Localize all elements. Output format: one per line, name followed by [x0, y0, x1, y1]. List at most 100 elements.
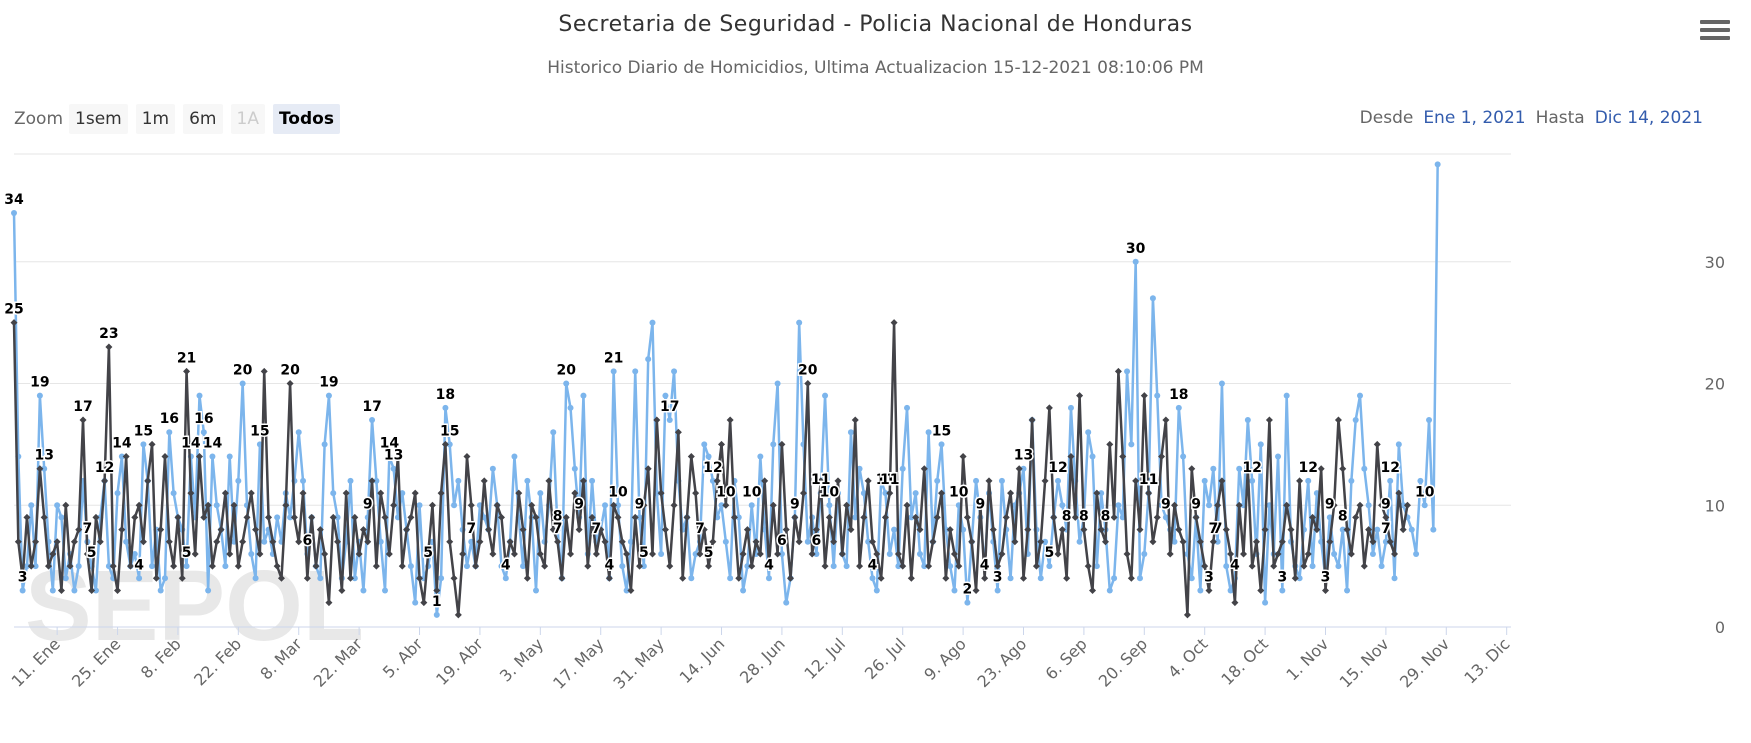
data-point[interactable] [66, 562, 74, 570]
data-point[interactable] [709, 538, 717, 546]
data-point[interactable] [497, 513, 505, 521]
data-point[interactable] [1365, 502, 1372, 509]
data-point[interactable] [454, 611, 462, 619]
data-point[interactable] [10, 319, 18, 327]
data-point[interactable] [1399, 526, 1407, 534]
data-point[interactable] [1093, 489, 1101, 497]
data-point[interactable] [1257, 586, 1265, 594]
data-point[interactable] [1218, 477, 1226, 485]
data-point[interactable] [36, 392, 43, 399]
data-point[interactable] [796, 319, 803, 326]
data-point[interactable] [1313, 526, 1321, 534]
data-point[interactable] [1378, 501, 1386, 509]
data-point[interactable] [1141, 550, 1148, 557]
data-point[interactable] [1275, 453, 1282, 460]
data-point[interactable] [739, 550, 747, 558]
data-point[interactable] [303, 574, 311, 582]
data-point[interactable] [636, 562, 644, 570]
data-point[interactable] [403, 526, 411, 534]
data-point[interactable] [925, 429, 932, 436]
data-point[interactable] [718, 440, 726, 448]
data-point[interactable] [299, 489, 307, 497]
data-point[interactable] [1197, 587, 1204, 594]
data-point[interactable] [1162, 416, 1170, 424]
data-point[interactable] [705, 453, 712, 460]
data-point[interactable] [545, 477, 553, 485]
data-point[interactable] [907, 574, 915, 582]
data-point[interactable] [416, 502, 423, 509]
data-point[interactable] [683, 513, 691, 521]
data-point[interactable] [994, 562, 1002, 570]
data-point[interactable] [618, 538, 626, 546]
data-point[interactable] [1084, 562, 1092, 570]
data-point[interactable] [260, 367, 268, 375]
data-point[interactable] [873, 587, 880, 594]
data-point[interactable] [592, 550, 600, 558]
data-point[interactable] [200, 513, 208, 521]
data-point[interactable] [1067, 404, 1074, 411]
data-point[interactable] [1339, 465, 1347, 473]
data-point[interactable] [934, 477, 941, 484]
data-point[interactable] [1413, 550, 1420, 557]
data-point[interactable] [364, 538, 372, 546]
data-point[interactable] [1106, 440, 1114, 448]
data-point[interactable] [1067, 453, 1075, 461]
data-point[interactable] [1115, 502, 1122, 509]
data-point[interactable] [196, 453, 204, 461]
data-point[interactable] [799, 489, 807, 497]
data-point[interactable] [536, 550, 544, 558]
data-point[interactable] [200, 429, 207, 436]
data-point[interactable] [416, 574, 424, 582]
data-point[interactable] [252, 526, 260, 534]
data-point[interactable] [152, 574, 160, 582]
data-point[interactable] [890, 319, 898, 327]
data-point[interactable] [869, 538, 877, 546]
data-point[interactable] [438, 575, 445, 582]
data-point[interactable] [825, 513, 833, 521]
data-point[interactable] [1296, 477, 1304, 485]
data-point[interactable] [1403, 501, 1411, 509]
data-point[interactable] [916, 550, 923, 557]
data-point[interactable] [782, 526, 790, 534]
data-point[interactable] [718, 502, 725, 509]
data-point[interactable] [1127, 574, 1135, 582]
data-point[interactable] [1007, 489, 1015, 497]
data-point[interactable] [830, 563, 837, 570]
data-point[interactable] [170, 490, 177, 497]
data-point[interactable] [1279, 587, 1286, 594]
data-point[interactable] [614, 513, 622, 521]
data-point[interactable] [45, 562, 53, 570]
data-point[interactable] [1114, 367, 1122, 375]
data-point[interactable] [476, 538, 484, 546]
data-point[interactable] [1227, 550, 1235, 558]
data-point[interactable] [1305, 477, 1312, 484]
data-point[interactable] [1201, 477, 1208, 484]
data-point[interactable] [1089, 453, 1096, 460]
data-point[interactable] [446, 538, 454, 546]
data-point[interactable] [239, 380, 246, 387]
data-point[interactable] [705, 562, 713, 570]
data-point[interactable] [412, 599, 419, 606]
data-point[interactable] [36, 465, 44, 473]
data-point[interactable] [601, 538, 609, 546]
data-point[interactable] [679, 574, 687, 582]
data-point[interactable] [972, 586, 980, 594]
data-point[interactable] [489, 550, 497, 558]
data-point[interactable] [355, 550, 363, 558]
data-point[interactable] [1192, 513, 1200, 521]
data-point[interactable] [623, 550, 631, 558]
data-point[interactable] [580, 392, 587, 399]
data-point[interactable] [131, 513, 139, 521]
data-point[interactable] [662, 392, 669, 399]
data-point[interactable] [148, 440, 156, 448]
data-point[interactable] [144, 477, 152, 485]
data-point[interactable] [524, 477, 531, 484]
data-point[interactable] [658, 550, 665, 557]
data-point[interactable] [1076, 538, 1083, 545]
data-point[interactable] [32, 563, 39, 570]
data-point[interactable] [847, 429, 854, 436]
data-point[interactable] [502, 562, 510, 570]
data-point[interactable] [1106, 587, 1113, 594]
data-point[interactable] [1124, 368, 1131, 375]
data-point[interactable] [571, 465, 578, 472]
